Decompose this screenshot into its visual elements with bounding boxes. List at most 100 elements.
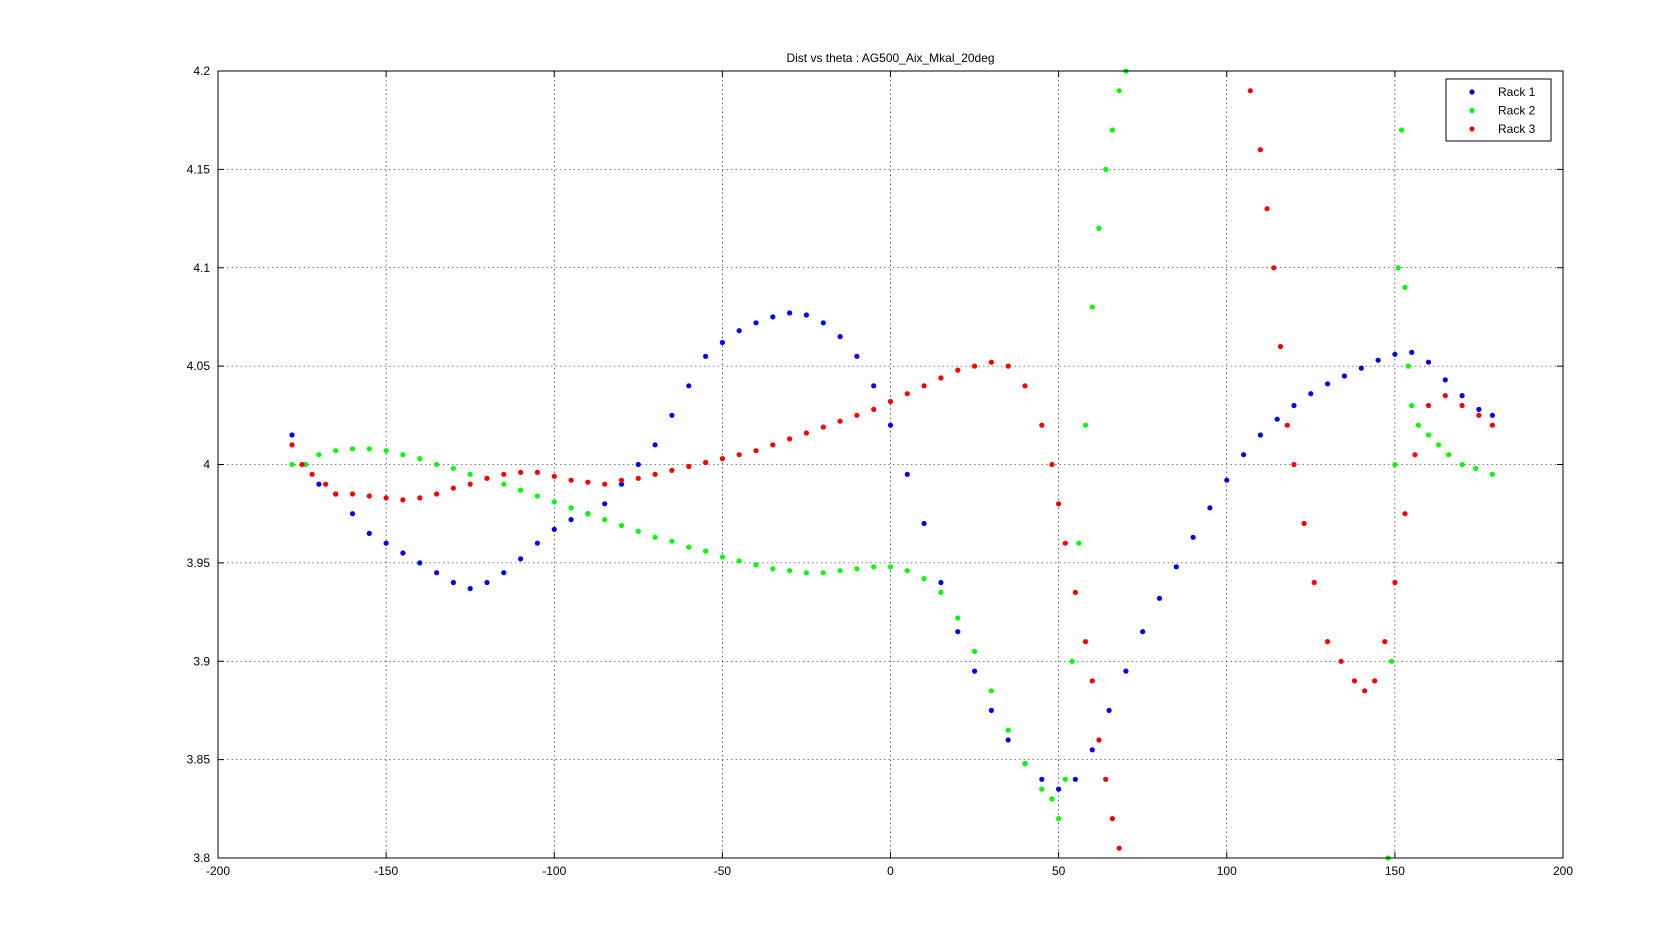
- data-point: [1096, 737, 1102, 743]
- data-point: [1173, 564, 1179, 570]
- data-point: [1489, 422, 1495, 428]
- x-tick-label: 0: [887, 864, 894, 878]
- data-point: [383, 540, 389, 546]
- data-point: [383, 495, 389, 501]
- data-point: [1076, 540, 1082, 546]
- data-point: [518, 469, 524, 475]
- data-point: [450, 485, 456, 491]
- data-point: [1301, 520, 1307, 527]
- data-point: [787, 436, 793, 442]
- data-point: [1056, 816, 1062, 822]
- data-point: [534, 493, 541, 499]
- x-tick-label: -50: [714, 864, 732, 878]
- data-point: [955, 629, 961, 635]
- data-point: [1089, 678, 1095, 684]
- data-point: [1082, 639, 1089, 645]
- data-point: [1190, 534, 1196, 540]
- data-point: [1089, 304, 1095, 310]
- data-point: [988, 688, 995, 694]
- data-point: [1096, 225, 1102, 231]
- data-point: [770, 566, 776, 572]
- data-point: [1425, 359, 1432, 365]
- data-point: [1436, 442, 1442, 448]
- data-point: [1358, 365, 1364, 371]
- y-tick-label: 3.8: [193, 851, 210, 865]
- y-tick-label: 4.15: [187, 162, 211, 176]
- data-point: [1109, 816, 1115, 822]
- data-point: [568, 477, 574, 483]
- data-point: [501, 570, 507, 576]
- legend-label: Rack 3: [1498, 122, 1536, 136]
- data-point: [703, 459, 709, 466]
- data-point: [820, 320, 826, 326]
- data-point: [1325, 381, 1331, 387]
- legend-box: [1445, 78, 1552, 142]
- data-point: [518, 556, 524, 562]
- data-point: [434, 570, 440, 576]
- data-point: [484, 579, 490, 586]
- data-point: [1049, 461, 1055, 468]
- data-point: [1039, 422, 1045, 428]
- data-point: [417, 560, 423, 566]
- data-point: [1049, 796, 1055, 802]
- data-point: [1062, 776, 1068, 782]
- y-tick-label: 4: [203, 458, 210, 472]
- data-point: [618, 477, 625, 483]
- data-point: [1005, 737, 1011, 743]
- data-point: [719, 554, 726, 560]
- data-point: [770, 442, 776, 448]
- data-point: [484, 475, 490, 481]
- data-point: [854, 353, 860, 359]
- data-point: [1264, 206, 1270, 212]
- data-point: [450, 465, 456, 471]
- legend-marker: [1469, 107, 1475, 114]
- data-point: [887, 564, 894, 570]
- data-point: [1442, 377, 1448, 383]
- data-point: [349, 491, 356, 497]
- data-point: [1362, 688, 1368, 694]
- data-point: [1062, 540, 1068, 546]
- data-point: [467, 481, 473, 487]
- data-point: [1089, 747, 1095, 753]
- data-point: [972, 648, 978, 655]
- data-point: [736, 328, 742, 334]
- data-point: [534, 540, 541, 546]
- data-point: [618, 481, 625, 487]
- data-point: [1392, 351, 1398, 357]
- y-tick-label: 4.1: [193, 261, 210, 275]
- data-point: [1005, 727, 1011, 733]
- data-point: [703, 548, 709, 554]
- data-point: [1072, 776, 1078, 782]
- data-point: [904, 568, 910, 574]
- data-point: [904, 471, 910, 477]
- data-point: [988, 359, 995, 365]
- data-point: [837, 568, 843, 574]
- data-point: [602, 481, 608, 487]
- legend-marker: [1469, 126, 1475, 132]
- legend: Rack 1 Rack 2 Rack 3: [1445, 78, 1552, 142]
- data-point: [1247, 88, 1253, 94]
- data-point: [770, 314, 776, 320]
- data-point: [501, 481, 507, 487]
- data-point: [551, 499, 557, 505]
- data-point: [1022, 383, 1028, 389]
- data-point: [1476, 406, 1482, 412]
- data-point: [1284, 422, 1290, 428]
- data-point: [1103, 776, 1109, 782]
- data-point: [635, 461, 641, 468]
- data-point: [753, 448, 759, 454]
- data-point: [289, 461, 295, 468]
- y-tick-label: 3.85: [187, 753, 211, 767]
- data-point: [787, 310, 793, 316]
- data-point: [434, 461, 440, 468]
- data-point: [1395, 265, 1401, 271]
- data-point: [1446, 452, 1452, 458]
- data-point: [955, 367, 961, 373]
- data-point: [972, 668, 978, 674]
- data-point: [518, 487, 524, 493]
- data-point: [1123, 668, 1129, 674]
- legend-label: Rack 2: [1498, 104, 1536, 118]
- data-point: [1005, 363, 1011, 369]
- data-point: [1388, 658, 1395, 664]
